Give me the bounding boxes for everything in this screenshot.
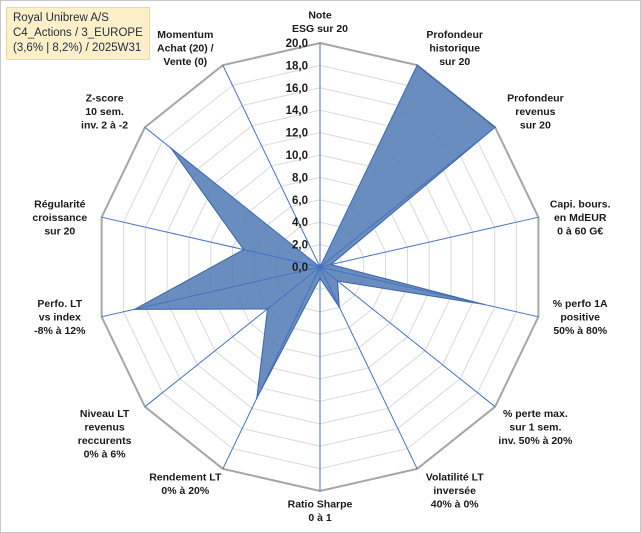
- tick-label-0: 0,0: [292, 262, 308, 274]
- axis-label-8-line-1: 0% à 20%: [161, 485, 210, 497]
- tick-label-2: 4,0: [292, 217, 308, 229]
- axis-spoke-4: [319, 266, 539, 318]
- axis-label-13-line-1: Achat (20) /: [157, 42, 214, 54]
- axis-label-10: Perfo. LT vs index -8% à 12%: [34, 298, 86, 337]
- tick-label-5: 10,0: [286, 150, 308, 162]
- axis-label-12: Z-score 10 sem. inv. 2 à -2: [81, 93, 128, 132]
- axis-label-11-line-1: croissance: [32, 212, 87, 224]
- title-line-3: (3,6% | 8,2%) / 2025W31: [13, 42, 142, 54]
- axis-label-4: % perfo 1A positive 50% à 80%: [553, 298, 608, 337]
- tick-label-4: 8,0: [292, 172, 308, 184]
- axis-spoke-6: [319, 266, 418, 470]
- axis-label-10-line-0: Perfo. LT: [37, 298, 82, 310]
- axis-label-12-line-0: Z-score: [86, 93, 124, 105]
- tick-label-9: 18,0: [286, 60, 308, 72]
- axis-label-13-line-0: Momentum: [157, 29, 213, 41]
- axis-label-13-line-2: Vente (0): [163, 56, 207, 68]
- axis-label-4-line-2: 50% à 80%: [553, 325, 607, 337]
- axis-label-11-line-2: sur 20: [44, 225, 75, 237]
- axis-label-12-line-2: inv. 2 à -2: [81, 120, 128, 132]
- axis-label-2-line-0: Profondeur: [507, 93, 564, 105]
- axis-label-4-line-1: positive: [560, 312, 600, 324]
- axis-label-0: Note ESG sur 20: [292, 10, 348, 36]
- axis-spoke-10: [101, 266, 321, 318]
- axis-label-5-line-2: inv. 50% à 20%: [498, 435, 573, 447]
- axis-label-12-line-1: 10 sem.: [85, 106, 124, 118]
- axis-label-2-line-1: revenus: [515, 106, 555, 118]
- axis-spoke-9: [144, 266, 321, 408]
- tick-label-7: 14,0: [286, 105, 308, 117]
- axis-label-10-line-1: vs index: [39, 312, 81, 324]
- series-area-0: [134, 64, 496, 399]
- axis-label-11-line-0: Régularité: [34, 198, 86, 210]
- axis-label-9-line-1: revenus: [84, 421, 124, 433]
- axis-label-11: Régularité croissance sur 20: [32, 198, 87, 237]
- axis-label-1-line-2: sur 20: [439, 56, 470, 68]
- axis-spoke-2: [319, 126, 496, 268]
- axis-spoke-5: [319, 266, 496, 408]
- tick-label-1: 2,0: [292, 240, 308, 252]
- tick-label-6: 12,0: [286, 128, 308, 140]
- axis-label-0-line-1: ESG sur 20: [292, 23, 348, 35]
- axis-label-2-line-2: sur 20: [520, 120, 551, 132]
- axis-label-7: Ratio Sharpe 0 à 1: [288, 499, 353, 525]
- axis-label-3-line-0: Capi. bours.: [550, 198, 611, 210]
- axis-label-7-line-0: Ratio Sharpe: [288, 499, 353, 511]
- title-line-1: Royal Unibrew A/S: [13, 12, 109, 24]
- radar-axis-labels: Note ESG sur 20 Profondeur historique sur 20…: [32, 10, 610, 525]
- axis-label-1-line-1: historique: [429, 42, 480, 54]
- title-line-2: C4_Actions / 3_EUROPE: [13, 27, 143, 39]
- axis-label-8-line-0: Rendement LT: [149, 472, 222, 484]
- axis-label-6: Volatilité LT inversée 40% à 0%: [426, 472, 485, 511]
- axis-label-1-line-0: Profondeur: [426, 29, 483, 41]
- tick-label-8: 16,0: [286, 83, 308, 95]
- axis-spoke-11: [101, 216, 321, 268]
- axis-label-13: Momentum Achat (20) / Vente (0): [157, 29, 214, 68]
- axis-label-5: % perte max. sur 1 sem. inv. 50% à 20%: [498, 408, 573, 447]
- axis-label-9-line-2: reccurents: [78, 435, 132, 447]
- axis-label-9-line-3: 0% à 6%: [84, 448, 127, 460]
- chart-title-box: Royal Unibrew A/S C4_Actions / 3_EUROPE …: [6, 7, 150, 60]
- axis-label-3-line-1: en MdEUR: [554, 212, 607, 224]
- axis-label-6-line-0: Volatilité LT: [426, 472, 485, 484]
- axis-label-9: Niveau LT revenus reccurents 0% à 6%: [78, 408, 132, 461]
- axis-label-3: Capi. bours. en MdEUR 0 à 60 G€: [550, 198, 611, 237]
- axis-label-5-line-1: sur 1 sem.: [509, 421, 561, 433]
- axis-label-6-line-1: inversée: [433, 485, 476, 497]
- axis-spoke-3: [319, 216, 539, 268]
- axis-spoke-8: [222, 266, 321, 470]
- axis-label-9-line-0: Niveau LT: [80, 408, 130, 420]
- axis-spoke-12: [144, 126, 321, 268]
- radar-series: [133, 64, 496, 400]
- axis-spoke-13: [222, 64, 321, 268]
- axis-label-1: Profondeur historique sur 20: [426, 29, 483, 68]
- tick-label-3: 6,0: [292, 195, 308, 207]
- axis-spoke-1: [319, 64, 418, 268]
- radar-tick-labels: 0,0 2,0 4,0 6,0 8,0 10,0 12,0 14,0 16,0 18,0 20,0: [286, 38, 308, 274]
- axis-label-10-line-2: -8% à 12%: [34, 325, 86, 337]
- axis-label-6-line-2: 40% à 0%: [431, 499, 480, 511]
- axis-label-4-line-0: % perfo 1A: [553, 298, 608, 310]
- radar-spokes: [101, 43, 539, 491]
- axis-label-2: Profondeur revenus sur 20: [507, 93, 564, 132]
- axis-label-3-line-2: 0 à 60 G€: [557, 225, 603, 237]
- axis-label-7-line-1: 0 à 1: [308, 512, 332, 524]
- tick-label-10: 20,0: [286, 38, 308, 50]
- axis-label-0-line-0: Note: [308, 10, 331, 22]
- axis-label-8: Rendement LT 0% à 20%: [149, 472, 222, 498]
- axis-label-5-line-0: % perte max.: [503, 408, 568, 420]
